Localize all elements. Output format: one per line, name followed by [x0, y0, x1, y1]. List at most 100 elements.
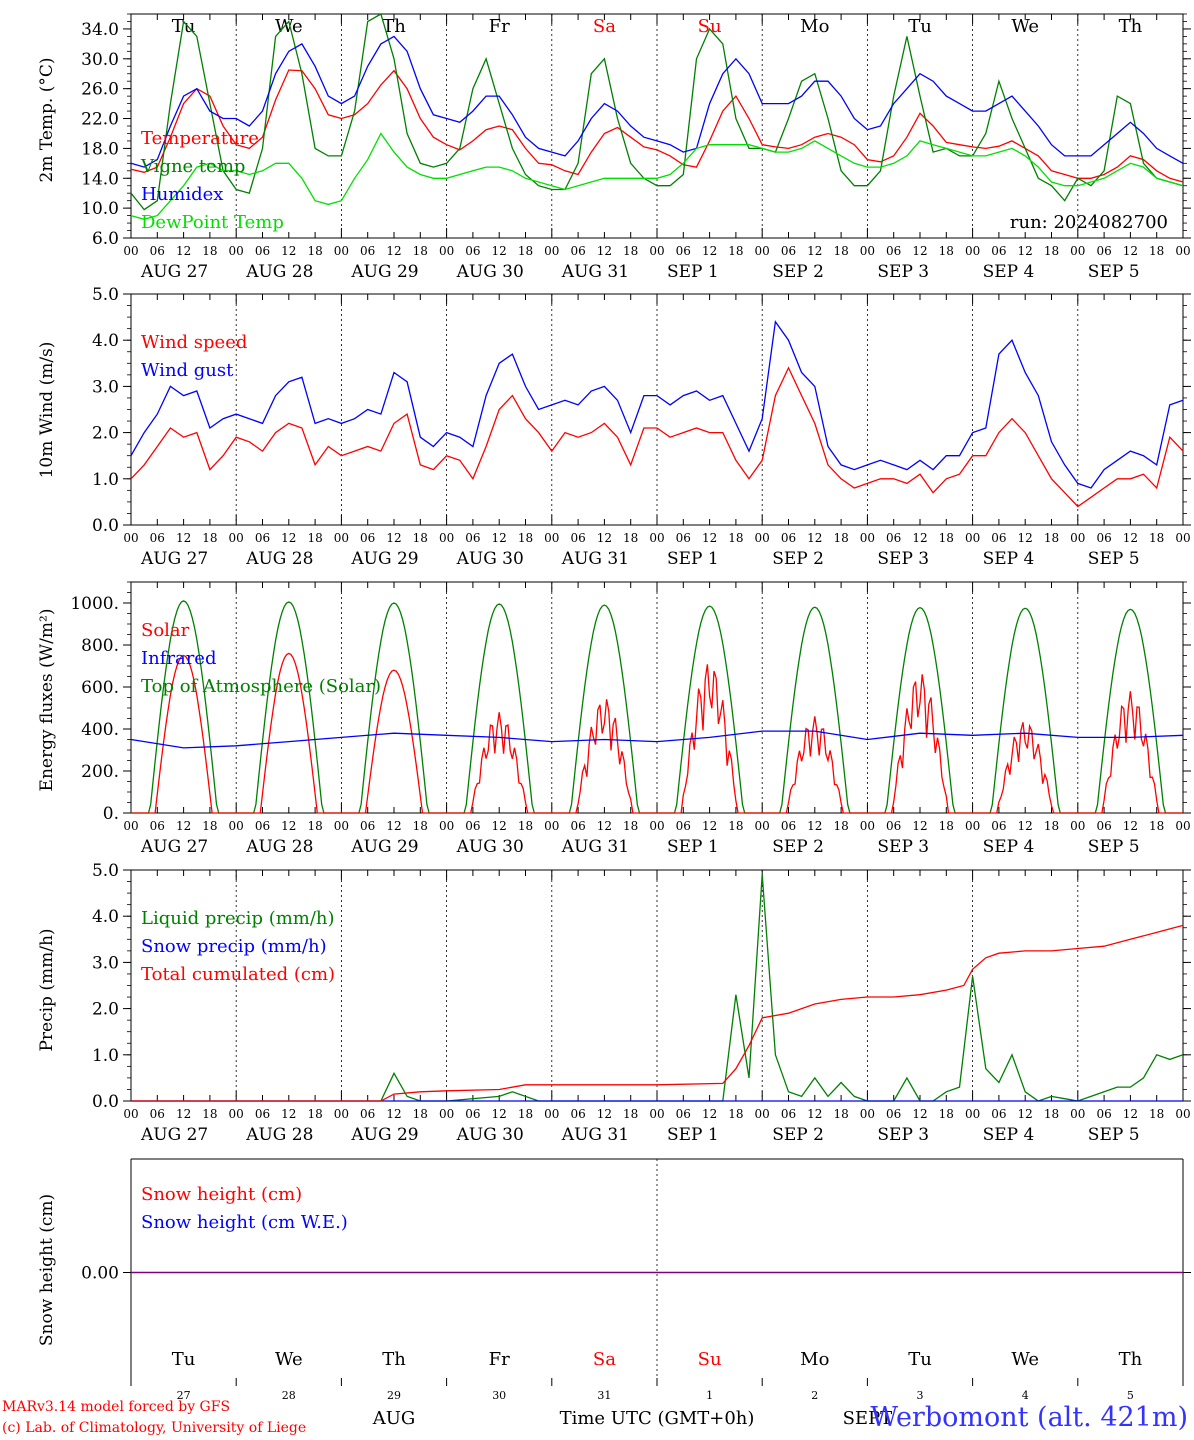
hour-tick-label: 00: [439, 531, 454, 545]
hour-tick-label: 06: [360, 819, 375, 833]
hour-tick-label: 00: [439, 244, 454, 258]
day-number-label: 2: [811, 1389, 818, 1402]
hour-tick-label: 00: [123, 819, 138, 833]
y-axis-label: 10m Wind (m/s): [37, 342, 57, 479]
hour-tick-label: 12: [1018, 1107, 1033, 1121]
series-line-dewpoint-temp: [130, 132, 1184, 220]
date-label: SEP 1: [667, 1125, 719, 1145]
hour-tick-label: 00: [439, 1107, 454, 1121]
hour-tick-label: 00: [860, 819, 875, 833]
hour-tick-label: 18: [518, 1107, 533, 1121]
weekday-label: Th: [382, 16, 406, 37]
date-label: AUG 28: [245, 837, 313, 857]
lab-credit: (c) Lab. of Climatology, University of L…: [2, 1420, 307, 1436]
y-tick-label: 4.0: [92, 331, 119, 351]
hour-tick-label: 00: [1175, 819, 1190, 833]
y-axis-label: Precip (mm/h): [37, 928, 57, 1051]
hour-tick-label: 00: [229, 1107, 244, 1121]
y-tick-label: 0.0: [92, 1092, 119, 1112]
legend-entry: Humidex: [141, 184, 223, 205]
hour-tick-label: 12: [492, 819, 507, 833]
hour-tick-label: 18: [1044, 1107, 1059, 1121]
hour-tick-label: 18: [1149, 819, 1164, 833]
hour-tick-label: 12: [702, 244, 717, 258]
hour-tick-label: 06: [150, 819, 165, 833]
weekday-label: Th: [1119, 1349, 1143, 1370]
hour-tick-label: 06: [676, 531, 691, 545]
date-label: AUG 31: [561, 1125, 629, 1145]
date-label: SEP 4: [983, 837, 1035, 857]
hour-tick-label: 12: [281, 531, 296, 545]
weekday-label: We: [1011, 1349, 1039, 1370]
legend-entry: Snow height (cm): [141, 1184, 302, 1205]
hour-tick-label: 06: [255, 1107, 270, 1121]
month-label-sept: SEPT: [843, 1408, 893, 1429]
series-line-humidex: [130, 35, 1184, 168]
date-label: AUG 30: [456, 549, 524, 569]
hour-tick-label: 06: [465, 244, 480, 258]
hour-tick-label: 00: [229, 244, 244, 258]
date-label: AUG 29: [350, 1125, 418, 1145]
weekday-label: Th: [382, 1349, 406, 1370]
hour-tick-label: 18: [939, 244, 954, 258]
hour-tick-label: 18: [1044, 244, 1059, 258]
weekday-label: We: [1011, 16, 1039, 37]
day-number-label: 31: [597, 1389, 611, 1402]
date-label: AUG 28: [245, 262, 313, 282]
series-line-total-cumulated-cm-: [131, 924, 1184, 1102]
series-line-temperature: [130, 69, 1184, 183]
legend-entry: Total cumulated (cm): [141, 964, 335, 985]
hour-tick-label: 06: [781, 1107, 796, 1121]
hour-tick-label: 00: [229, 819, 244, 833]
hour-tick-label: 12: [386, 244, 401, 258]
hour-tick-label: 18: [728, 819, 743, 833]
day-number-label: 3: [917, 1389, 924, 1402]
hour-tick-label: 12: [386, 819, 401, 833]
hour-tick-label: 00: [965, 819, 980, 833]
date-label: AUG 27: [140, 549, 208, 569]
weekday-label: Th: [1119, 16, 1143, 37]
hour-tick-label: 00: [649, 1107, 664, 1121]
date-label: AUG 30: [456, 837, 524, 857]
model-credit: MARv3.14 model forced by GFS: [2, 1399, 231, 1415]
date-label: AUG 27: [140, 837, 208, 857]
date-label: SEP 5: [1088, 549, 1140, 569]
hour-tick-label: 12: [807, 1107, 822, 1121]
date-label: SEP 2: [772, 549, 824, 569]
y-tick-label: 2.0: [92, 1000, 119, 1020]
hour-tick-label: 06: [1096, 1107, 1111, 1121]
y-axis-label: 2m Temp. (°C): [37, 57, 57, 182]
hour-tick-label: 06: [570, 1107, 585, 1121]
y-tick-label: 800.: [81, 636, 119, 656]
hour-tick-label: 18: [518, 244, 533, 258]
hour-tick-label: 00: [334, 1107, 349, 1121]
hour-tick-label: 12: [1123, 531, 1138, 545]
y-tick-label: 4.0: [92, 907, 119, 927]
hour-tick-label: 12: [702, 819, 717, 833]
hour-tick-label: 18: [202, 244, 217, 258]
hour-tick-label: 00: [439, 819, 454, 833]
hour-tick-label: 18: [623, 819, 638, 833]
hour-tick-label: 18: [307, 531, 322, 545]
hour-tick-label: 00: [860, 531, 875, 545]
hour-tick-label: 06: [991, 531, 1006, 545]
date-label: SEP 1: [667, 262, 719, 282]
hour-tick-label: 12: [176, 244, 191, 258]
hour-tick-label: 00: [649, 531, 664, 545]
date-label: SEP 3: [877, 262, 929, 282]
hour-tick-label: 12: [807, 244, 822, 258]
legend-entry: Snow height (cm W.E.): [141, 1212, 348, 1233]
y-tick-label: 10.0: [81, 199, 119, 219]
date-label: SEP 5: [1088, 1125, 1140, 1145]
hour-tick-label: 06: [255, 531, 270, 545]
hour-tick-label: 12: [597, 1107, 612, 1121]
hour-tick-label: 00: [1175, 244, 1190, 258]
hour-tick-label: 12: [492, 244, 507, 258]
hour-tick-label: 00: [860, 1107, 875, 1121]
hour-tick-label: 18: [833, 244, 848, 258]
day-number-label: 29: [387, 1389, 401, 1402]
day-number-label: 4: [1022, 1389, 1029, 1402]
date-label: AUG 30: [456, 262, 524, 282]
hour-tick-label: 18: [1149, 1107, 1164, 1121]
y-axis-label: Energy fluxes (W/m²): [37, 609, 57, 792]
